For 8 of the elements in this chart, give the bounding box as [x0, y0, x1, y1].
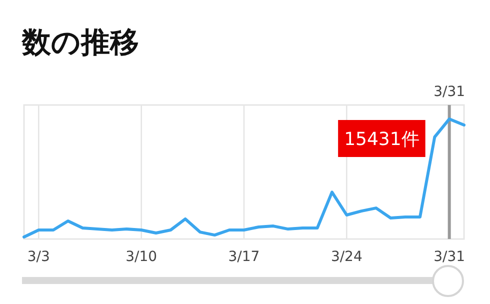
- x-tick-label: 3/10: [126, 249, 158, 265]
- x-tick-label: 3/17: [228, 249, 260, 265]
- x-tick-label: 3/31: [434, 249, 466, 265]
- x-tick-label: 3/3: [27, 249, 50, 265]
- x-tick-label: 3/24: [330, 249, 362, 265]
- annotation: 15431件: [344, 129, 420, 150]
- ref-line-label: 3/31: [434, 84, 466, 100]
- chart-title: 数の推移: [21, 25, 139, 59]
